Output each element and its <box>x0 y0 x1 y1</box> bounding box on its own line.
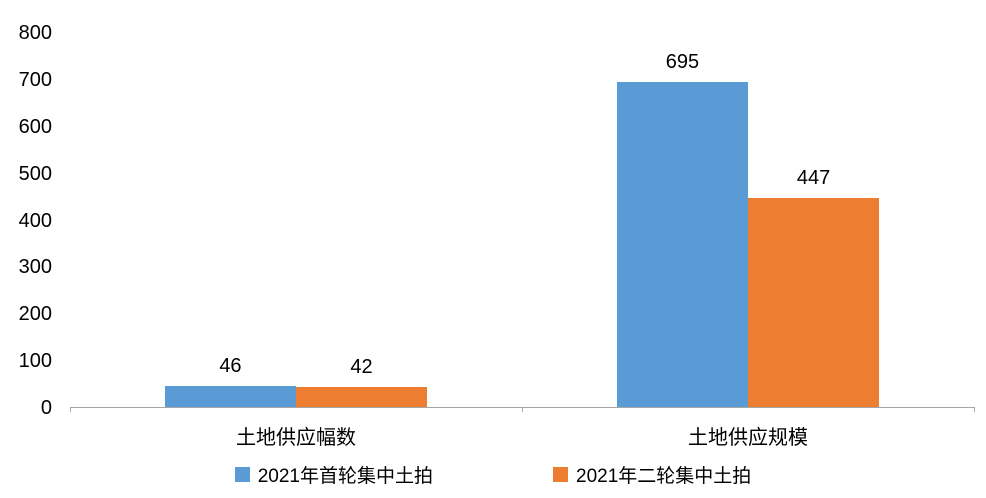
bar-value-label: 42 <box>350 356 373 379</box>
y-tick-label: 200 <box>18 303 52 326</box>
legend-label-series1: 2021年首轮集中土拍 <box>257 466 433 487</box>
bar-value-label: 447 <box>796 167 831 190</box>
y-tick-label: 500 <box>18 162 52 185</box>
y-tick-label: 300 <box>18 256 52 279</box>
bar-series1-cat1: 46 <box>164 356 296 407</box>
legend-label-series2: 2021年二轮集中土拍 <box>576 466 752 487</box>
x-axis-tickmark <box>522 407 523 412</box>
legend-marker-series1-icon <box>234 467 250 482</box>
bar-series2-cat2: 447 <box>747 168 880 407</box>
y-tick-label: 0 <box>40 397 52 419</box>
y-tick-label: 700 <box>18 68 52 91</box>
x-axis-tickmark <box>70 407 71 412</box>
legend: 2021年首轮集中土拍 2021年二轮集中土拍 <box>0 461 986 488</box>
legend-item-series1: 2021年首轮集中土拍 <box>234 461 433 488</box>
x-axis-tickmark <box>974 407 975 412</box>
y-tick-label: 400 <box>18 209 52 232</box>
legend-marker-series2-icon <box>553 467 568 482</box>
y-axis: 0 100 200 300 400 500 600 700 800 <box>0 23 58 418</box>
y-tick-label: 800 <box>18 22 52 44</box>
plot-area: 土地供应幅数 土地供应规模 46 42 695 447 <box>70 33 975 449</box>
y-tick-label: 600 <box>18 115 52 138</box>
bar-series1-cat2: 695 <box>616 52 748 407</box>
bar-group-1: 46 42 <box>164 33 428 407</box>
bar-value-label: 46 <box>219 354 242 377</box>
category-label-2: 土地供应规模 <box>687 427 808 449</box>
legend-item-series2: 2021年二轮集中土拍 <box>553 461 751 488</box>
y-tick-label: 100 <box>18 350 52 373</box>
bar-series2-cat1: 42 <box>295 357 428 407</box>
bar-value-label: 695 <box>665 51 700 74</box>
category-label-1: 土地供应幅数 <box>235 427 356 449</box>
bar-group-2: 695 447 <box>616 33 880 407</box>
